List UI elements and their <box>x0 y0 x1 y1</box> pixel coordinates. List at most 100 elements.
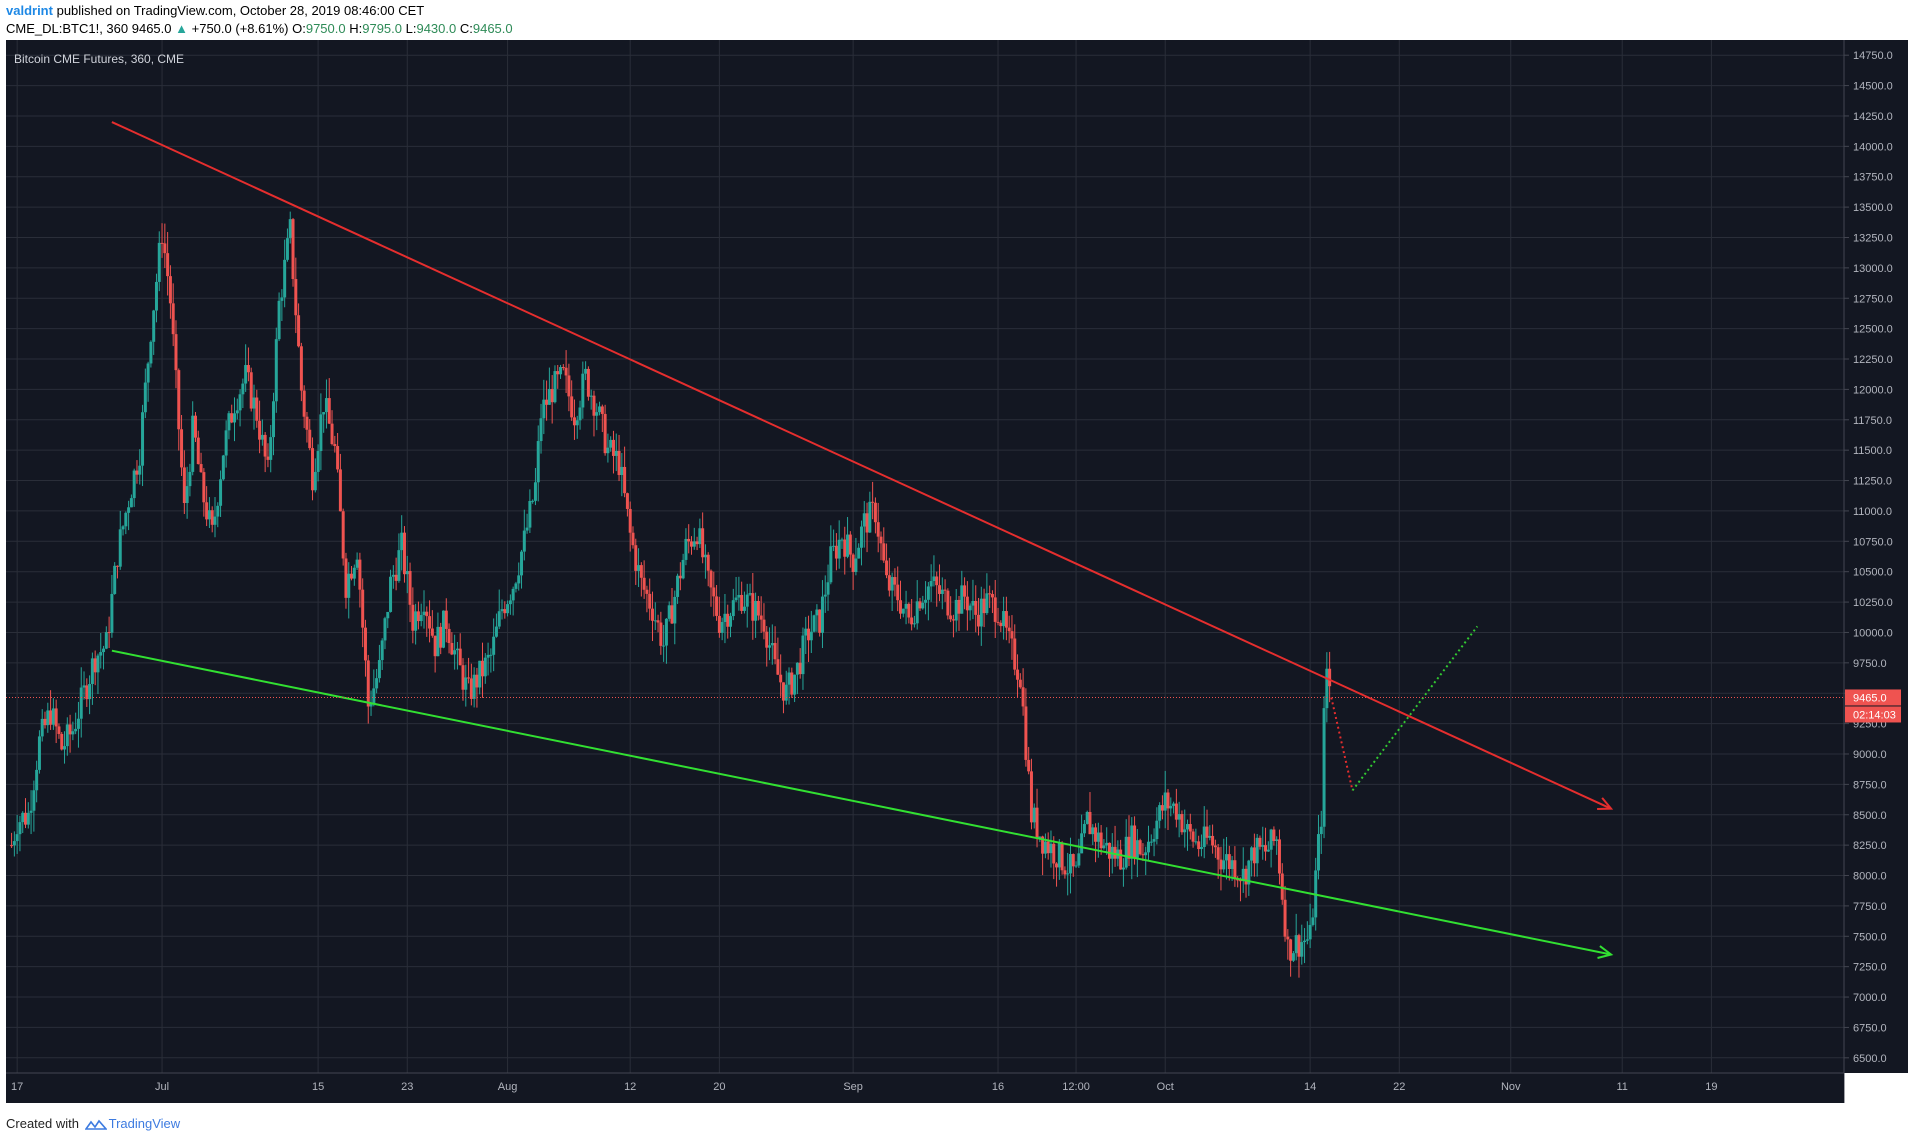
candle-body <box>1211 835 1215 846</box>
candle-body <box>263 434 267 457</box>
support-line <box>111 649 1612 956</box>
candle-body <box>191 415 195 472</box>
candle-body <box>299 346 303 391</box>
symbol: CME_DL:BTC1!, 360 <box>6 21 129 36</box>
candle-body <box>15 834 19 842</box>
candle-body <box>840 539 844 541</box>
x-tick-label: Oct <box>1157 1081 1174 1093</box>
price-axis[interactable]: 6500.0 6750.0 7000.0 7250.0 7500.0 7750.0 8000… <box>1843 40 1908 1103</box>
candle-body <box>1219 859 1223 870</box>
candle-body <box>154 281 158 311</box>
candle-body <box>918 601 922 609</box>
candle-body <box>422 611 426 616</box>
x-tick-label: Nov <box>1501 1081 1521 1093</box>
candle-body <box>820 596 824 633</box>
candle-body <box>1080 833 1084 854</box>
candle-body <box>851 554 855 573</box>
candle-body <box>149 341 153 364</box>
candle-body <box>63 746 67 750</box>
candle-body <box>1082 823 1086 834</box>
candle-body <box>871 501 875 503</box>
candle-body <box>1305 939 1309 941</box>
candle-body <box>779 674 783 683</box>
candle-body <box>475 674 479 688</box>
candle-body <box>533 482 537 501</box>
candle-body <box>171 303 175 335</box>
candle-body <box>207 510 211 520</box>
candle-body <box>1041 836 1045 854</box>
candle-body <box>745 594 749 607</box>
y-tick-label: 7250.0 <box>1853 962 1887 974</box>
candle-body <box>1205 826 1209 838</box>
candle-body <box>37 736 41 770</box>
candle-body <box>999 622 1003 627</box>
candle-body <box>1002 611 1006 627</box>
candle-body <box>252 397 256 409</box>
candle-body <box>765 631 769 648</box>
candle-body <box>361 589 365 628</box>
candle-body <box>690 541 693 547</box>
candle-body <box>1177 814 1181 820</box>
candle-body <box>402 532 406 575</box>
candle-body <box>1027 759 1031 772</box>
candle-body <box>1172 803 1176 806</box>
candle-body <box>517 575 521 584</box>
candle-body <box>1169 805 1173 809</box>
candle-body <box>734 597 738 601</box>
candle-body <box>352 567 356 579</box>
candle-body <box>784 684 788 701</box>
y-tick-label: 8750.0 <box>1853 779 1887 791</box>
candle-body <box>1029 771 1033 823</box>
tradingview-link[interactable]: TradingView <box>108 1116 181 1131</box>
chart-container[interactable]: 6500.0 6750.0 7000.0 7250.0 7500.0 7750.0 8000… <box>0 40 1908 1113</box>
candle-body <box>1277 839 1281 874</box>
candle-body <box>681 559 685 579</box>
candle-body <box>896 584 900 601</box>
candle-body <box>1294 935 1298 954</box>
candle-body <box>1311 917 1315 925</box>
candle-body <box>313 471 317 491</box>
price-change: +750.0 (+8.61%) <box>191 21 289 36</box>
time-axis[interactable]: 17 Jul 15 23 Aug 12 20 Sep 16 12:00 Oct 14 22 Nov 11 19 <box>6 1072 1844 1103</box>
candle-body <box>737 594 741 598</box>
candle-body <box>341 511 345 559</box>
candle-body <box>1186 824 1190 830</box>
candle-body <box>938 585 942 594</box>
candle-body <box>453 650 457 655</box>
candle-body <box>1018 679 1022 688</box>
candle-body <box>729 616 733 627</box>
candle-body <box>377 660 381 679</box>
candle-body <box>219 479 223 506</box>
candle-body <box>508 600 512 605</box>
candle-body <box>107 632 111 634</box>
candlestick-chart[interactable]: 6500.0 6750.0 7000.0 7250.0 7500.0 7750.0 8000… <box>0 40 1908 1113</box>
candle-body <box>698 528 702 545</box>
x-tick-label: 17 <box>11 1081 23 1093</box>
candle-body <box>742 606 746 611</box>
candle-body <box>684 538 688 560</box>
candle-body <box>10 845 14 847</box>
candle-body <box>1124 836 1128 868</box>
candle-body <box>592 395 596 416</box>
candle-body <box>93 658 97 673</box>
candle-body <box>1325 668 1329 709</box>
candle-body <box>960 585 964 614</box>
candle-body <box>1077 853 1081 866</box>
candle-body <box>662 645 666 647</box>
candle-body <box>623 466 627 494</box>
candle-body <box>801 635 805 675</box>
candle-body <box>166 253 170 277</box>
y-tick-label: 7000.0 <box>1853 992 1887 1004</box>
publish-info: valdrint published on TradingView.com, O… <box>6 3 424 18</box>
candle-body <box>639 565 643 578</box>
candle-body <box>990 594 994 598</box>
candle-body <box>868 501 872 533</box>
change-arrow-icon: ▲ <box>175 21 188 36</box>
x-tick-label: 16 <box>992 1081 1004 1093</box>
author-link[interactable]: valdrint <box>6 3 53 18</box>
grid-lines <box>6 40 1844 1073</box>
candle-body <box>327 398 331 424</box>
candle-body <box>1085 811 1089 824</box>
candle-body <box>99 652 103 656</box>
candle-body <box>1068 854 1072 874</box>
